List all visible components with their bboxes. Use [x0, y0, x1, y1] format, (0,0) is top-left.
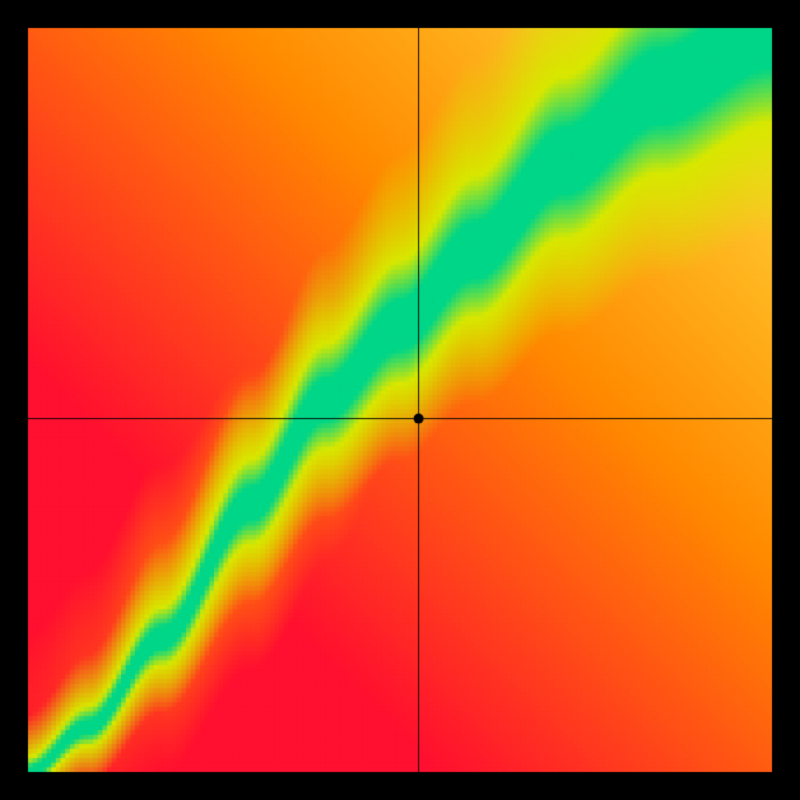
chart-container: TheBottleneck.com	[0, 0, 800, 800]
heatmap-canvas	[0, 0, 800, 800]
